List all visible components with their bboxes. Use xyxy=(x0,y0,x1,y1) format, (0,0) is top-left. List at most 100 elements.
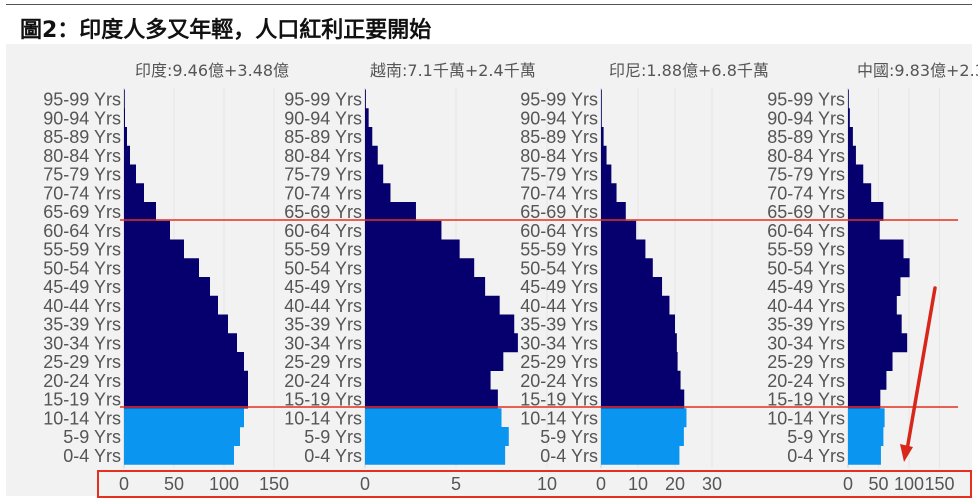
bar xyxy=(848,202,884,221)
category-label: 95-99 Yrs xyxy=(43,90,121,110)
category-label: 75-79 Yrs xyxy=(284,165,362,185)
category-label: 5-9 Yrs xyxy=(304,427,362,447)
category-label: 45-49 Yrs xyxy=(767,277,845,297)
bar xyxy=(124,145,130,165)
bar xyxy=(365,352,504,371)
bar xyxy=(124,445,234,465)
bar xyxy=(848,445,881,465)
bar xyxy=(601,314,675,334)
category-label: 20-24 Yrs xyxy=(520,371,598,391)
bar xyxy=(848,258,910,278)
category-label: 45-49 Yrs xyxy=(284,277,362,297)
bar xyxy=(365,220,442,240)
bar xyxy=(365,164,384,184)
category-label: 55-59 Yrs xyxy=(767,240,845,260)
bar xyxy=(848,408,885,428)
category-label: 5-9 Yrs xyxy=(540,427,598,447)
category-label: 65-69 Yrs xyxy=(520,202,598,222)
bar xyxy=(848,145,856,165)
category-label: 35-39 Yrs xyxy=(520,315,598,335)
bar xyxy=(601,164,612,184)
bar xyxy=(601,427,684,446)
bar xyxy=(124,314,228,334)
category-label: 70-74 Yrs xyxy=(520,183,598,203)
category-label: 5-9 Yrs xyxy=(63,427,121,447)
trend-arrow-head xyxy=(900,444,913,462)
panel-title: 中國:9.83億+2.33億 xyxy=(857,61,978,80)
category-label: 55-59 Yrs xyxy=(520,240,598,260)
category-label: 15-19 Yrs xyxy=(284,390,362,410)
bar xyxy=(365,183,391,203)
tick-label: 10 xyxy=(628,474,648,494)
bar xyxy=(124,427,240,446)
bar xyxy=(601,202,626,221)
bar xyxy=(601,295,670,315)
category-label: 10-14 Yrs xyxy=(284,408,362,428)
category-label: 20-24 Yrs xyxy=(284,371,362,391)
category-label: 25-29 Yrs xyxy=(520,352,598,372)
bar xyxy=(365,427,509,446)
bar xyxy=(601,389,685,409)
bar xyxy=(601,127,604,146)
bar xyxy=(601,277,663,296)
bar xyxy=(124,408,244,428)
category-label: 45-49 Yrs xyxy=(520,277,598,297)
bar xyxy=(124,89,125,109)
bar xyxy=(124,370,248,390)
bar xyxy=(124,352,244,371)
category-label: 50-54 Yrs xyxy=(43,258,121,278)
bar xyxy=(124,277,210,296)
bar xyxy=(848,164,864,184)
category-label: 90-94 Yrs xyxy=(520,108,598,128)
tick-label: 10 xyxy=(537,474,557,494)
category-label: 35-39 Yrs xyxy=(284,315,362,335)
chart-title: 圖2：印度人多又年輕，人口紅利正要開始 xyxy=(20,18,432,43)
category-label: 50-54 Yrs xyxy=(767,258,845,278)
category-label: 95-99 Yrs xyxy=(520,90,598,110)
category-label: 15-19 Yrs xyxy=(43,390,121,410)
tick-label: 5 xyxy=(451,474,461,494)
bar xyxy=(848,333,908,353)
tick-label: 150 xyxy=(259,474,289,494)
category-label: 75-79 Yrs xyxy=(43,165,121,185)
bar xyxy=(365,89,366,109)
category-label: 40-44 Yrs xyxy=(767,296,845,316)
category-label: 60-64 Yrs xyxy=(284,221,362,241)
category-label: 55-59 Yrs xyxy=(284,240,362,260)
category-label: 95-99 Yrs xyxy=(767,90,845,110)
category-label: 80-84 Yrs xyxy=(43,146,121,166)
bar xyxy=(601,145,607,165)
bar xyxy=(124,389,248,409)
bar xyxy=(124,164,136,184)
tick-label: 150 xyxy=(924,474,954,494)
bar xyxy=(365,295,500,315)
category-label: 70-74 Yrs xyxy=(43,183,121,203)
bar xyxy=(601,108,602,128)
category-label: 70-74 Yrs xyxy=(767,183,845,203)
category-label: 85-89 Yrs xyxy=(520,127,598,147)
tick-label: 100 xyxy=(209,474,239,494)
category-label: 45-49 Yrs xyxy=(43,277,121,297)
tick-label: 30 xyxy=(702,474,722,494)
bar xyxy=(601,352,678,371)
category-label: 0-4 Yrs xyxy=(787,446,845,466)
category-label: 0-4 Yrs xyxy=(63,446,121,466)
panel-title: 越南:7.1千萬+2.4千萬 xyxy=(370,61,536,80)
tick-label: 0 xyxy=(119,474,129,494)
bar xyxy=(601,183,617,203)
tick-label: 0 xyxy=(360,474,370,494)
bar xyxy=(365,127,373,146)
tick-label: 50 xyxy=(164,474,184,494)
category-label: 40-44 Yrs xyxy=(520,296,598,316)
category-label: 35-39 Yrs xyxy=(43,315,121,335)
category-label: 90-94 Yrs xyxy=(284,108,362,128)
bar xyxy=(124,258,199,278)
bar xyxy=(124,108,125,128)
category-label: 25-29 Yrs xyxy=(43,352,121,372)
category-label: 55-59 Yrs xyxy=(43,240,121,260)
bar xyxy=(124,239,184,259)
category-label: 0-4 Yrs xyxy=(540,446,598,466)
bar xyxy=(848,314,902,334)
panel-title: 印尼:1.88億+6.8千萬 xyxy=(609,61,769,80)
trend-arrow-shaft xyxy=(905,286,937,452)
